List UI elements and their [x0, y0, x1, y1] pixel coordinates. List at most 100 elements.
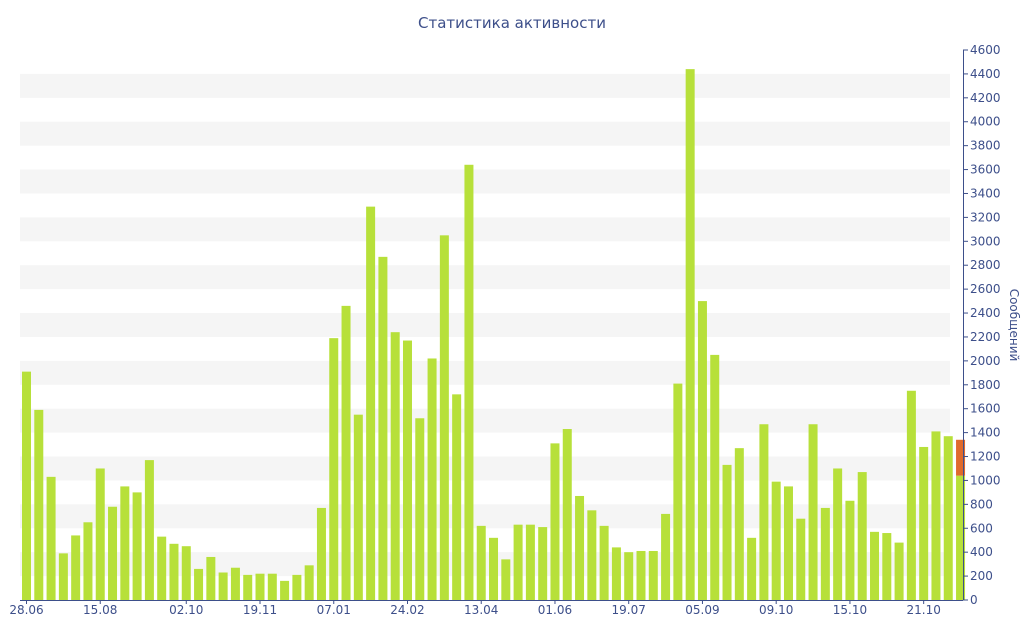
- bar: [538, 527, 548, 600]
- y-tick-label: 4000: [970, 115, 1001, 129]
- x-tick-label: 15.08: [83, 603, 117, 617]
- x-tick-label: 28.06: [9, 603, 43, 617]
- bar: [329, 338, 339, 600]
- bar: [759, 424, 769, 600]
- y-tick-label: 1800: [970, 378, 1001, 392]
- bar: [452, 394, 462, 600]
- bar: [218, 572, 228, 600]
- x-tick-label: 09.10: [759, 603, 793, 617]
- background-band: [20, 313, 950, 337]
- y-tick-label: 1600: [970, 402, 1001, 416]
- bar: [636, 550, 646, 600]
- bar: [611, 547, 621, 600]
- bar: [464, 164, 474, 600]
- bar: [882, 533, 892, 600]
- y-tick-label: 3400: [970, 186, 1001, 200]
- bar: [673, 383, 683, 600]
- bar: [316, 507, 326, 600]
- bar: [562, 429, 572, 600]
- bar: [243, 574, 253, 600]
- bar: [341, 305, 351, 600]
- bar: [280, 580, 290, 600]
- bar: [22, 371, 31, 600]
- bar: [624, 552, 634, 600]
- background-band: [20, 360, 950, 385]
- bar: [783, 486, 793, 600]
- bar: [648, 550, 658, 600]
- bar: [390, 332, 400, 600]
- bar: [931, 431, 941, 600]
- x-tick-label: 19.07: [612, 603, 646, 617]
- bar: [415, 418, 425, 600]
- y-tick-label: 0: [970, 593, 978, 607]
- y-tick-label: 2800: [970, 258, 1001, 272]
- y-tick-label: 1000: [970, 473, 1001, 487]
- y-tick-label: 600: [970, 521, 993, 535]
- bar: [46, 476, 56, 600]
- bar: [661, 513, 671, 600]
- bar: [292, 574, 302, 600]
- bar: [525, 524, 535, 600]
- bar: [919, 446, 929, 600]
- y-tick-label: 2400: [970, 306, 1001, 320]
- bar: [808, 424, 818, 600]
- bar: [267, 573, 277, 600]
- bar: [513, 524, 523, 600]
- background-band: [20, 217, 950, 242]
- bar: [439, 235, 449, 600]
- bar: [169, 543, 179, 600]
- y-tick-label: 4200: [970, 91, 1001, 105]
- bar: [353, 414, 363, 600]
- bar: [34, 409, 44, 600]
- y-tick-label: 1400: [970, 426, 1001, 440]
- y-tick-label: 400: [970, 545, 993, 559]
- bar: [71, 535, 81, 600]
- bar: [144, 460, 154, 600]
- bar: [402, 340, 412, 600]
- y-tick-label: 4400: [970, 67, 1001, 81]
- bar: [58, 553, 68, 600]
- bar: [120, 486, 130, 600]
- bar: [194, 568, 204, 600]
- y-tick-label: 3000: [970, 234, 1001, 248]
- y-tick-label: 3800: [970, 139, 1001, 153]
- x-tick-label: 07.01: [317, 603, 351, 617]
- x-tick-label: 02.10: [169, 603, 203, 617]
- x-tick-label: 21.10: [906, 603, 940, 617]
- bar: [956, 475, 966, 600]
- bar: [943, 436, 953, 600]
- chart-title: Статистика активности: [418, 14, 606, 32]
- bar: [587, 510, 597, 600]
- bar: [304, 565, 314, 600]
- y-tick-label: 4600: [970, 43, 1001, 57]
- bar: [427, 358, 437, 600]
- y-tick-label: 3200: [970, 210, 1001, 224]
- bar: [796, 518, 806, 600]
- bar: [747, 537, 757, 600]
- y-tick-label: 200: [970, 569, 993, 583]
- y-tick-label: 800: [970, 497, 993, 511]
- bar: [476, 525, 486, 600]
- bar: [710, 354, 720, 600]
- x-tick-label: 19.11: [243, 603, 277, 617]
- bar: [906, 390, 916, 600]
- x-tick-label: 05.09: [685, 603, 719, 617]
- x-tick-label: 15.10: [833, 603, 867, 617]
- bar: [255, 573, 265, 600]
- bar: [857, 472, 867, 600]
- bar: [771, 481, 781, 600]
- y-tick-label: 2200: [970, 330, 1001, 344]
- y-tick-label: 2000: [970, 354, 1001, 368]
- bar: [366, 206, 376, 600]
- bar: [489, 537, 499, 600]
- bar: [206, 556, 216, 600]
- background-band: [20, 73, 950, 98]
- bar: [132, 492, 142, 600]
- bar: [108, 506, 118, 600]
- bar: [833, 468, 843, 600]
- bar: [697, 301, 707, 600]
- bar: [501, 559, 511, 600]
- bar: [378, 256, 388, 600]
- bar: [734, 448, 744, 600]
